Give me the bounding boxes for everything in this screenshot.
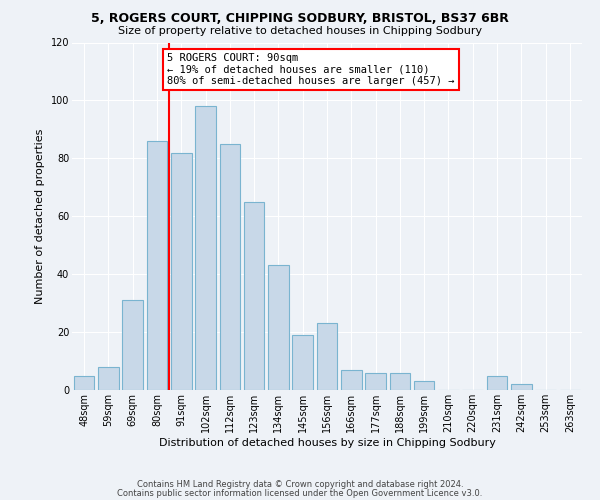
Bar [487, 376, 508, 390]
Bar [511, 384, 532, 390]
Bar [146, 141, 167, 390]
Bar [414, 382, 434, 390]
Bar [244, 202, 265, 390]
Text: 5, ROGERS COURT, CHIPPING SODBURY, BRISTOL, BS37 6BR: 5, ROGERS COURT, CHIPPING SODBURY, BRIST… [91, 12, 509, 26]
Bar [220, 144, 240, 390]
Text: Contains HM Land Registry data © Crown copyright and database right 2024.: Contains HM Land Registry data © Crown c… [137, 480, 463, 489]
Bar [389, 372, 410, 390]
Text: 5 ROGERS COURT: 90sqm
← 19% of detached houses are smaller (110)
80% of semi-det: 5 ROGERS COURT: 90sqm ← 19% of detached … [167, 53, 455, 86]
Bar [171, 152, 191, 390]
Bar [98, 367, 119, 390]
Bar [292, 335, 313, 390]
Bar [317, 324, 337, 390]
Text: Size of property relative to detached houses in Chipping Sodbury: Size of property relative to detached ho… [118, 26, 482, 36]
Bar [365, 372, 386, 390]
Y-axis label: Number of detached properties: Number of detached properties [35, 128, 45, 304]
Bar [74, 376, 94, 390]
X-axis label: Distribution of detached houses by size in Chipping Sodbury: Distribution of detached houses by size … [158, 438, 496, 448]
Bar [122, 300, 143, 390]
Bar [341, 370, 362, 390]
Text: Contains public sector information licensed under the Open Government Licence v3: Contains public sector information licen… [118, 489, 482, 498]
Bar [195, 106, 216, 390]
Bar [268, 266, 289, 390]
